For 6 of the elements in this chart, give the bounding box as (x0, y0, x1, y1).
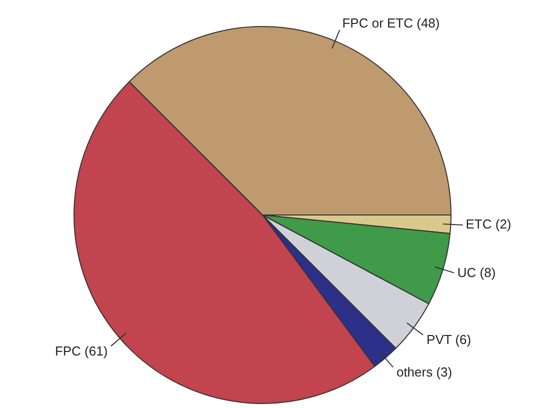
slice-label: PVT (6) (426, 332, 472, 348)
slice-label: FPC or ETC (48) (342, 15, 440, 30)
slice-label: ETC (2) (466, 216, 512, 232)
slice-label: others (3) (396, 364, 452, 380)
slice-label: UC (8) (457, 264, 496, 280)
slice-label: FPC (61) (54, 344, 108, 359)
